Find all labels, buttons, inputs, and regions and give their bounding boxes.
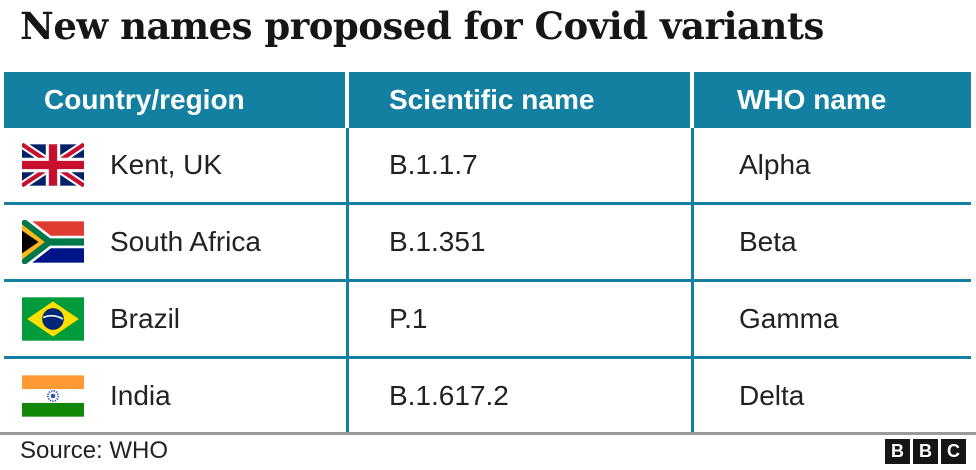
south-africa-flag-icon (22, 220, 84, 264)
header-who-name: WHO name (694, 72, 971, 128)
bbc-logo-block: C (941, 438, 966, 464)
who-name-cell: Gamma (739, 303, 839, 334)
brazil-flag-icon (22, 297, 84, 341)
column-divider (346, 128, 349, 433)
country-label: India (110, 380, 171, 411)
column-divider (691, 128, 694, 433)
page-title: New names proposed for Covid variants (20, 4, 824, 48)
header-country-region: Country/region (4, 72, 345, 128)
scientific-name-cell: B.1.1.7 (389, 149, 478, 180)
scientific-name-cell: B.1.617.2 (389, 380, 509, 411)
who-name-cell: Delta (739, 380, 805, 411)
bottom-rule (0, 432, 976, 435)
who-name-cell: Alpha (739, 149, 811, 180)
table-header-row: Country/region Scientific name WHO name (4, 72, 971, 128)
country-cell: Brazil (4, 282, 349, 356)
bbc-logo-block: B (913, 438, 938, 464)
country-cell: Kent, UK (4, 128, 349, 202)
country-label: Brazil (110, 303, 181, 334)
table-row: Brazil P.1 Gamma (4, 282, 971, 359)
who-name-cell: Beta (739, 226, 797, 257)
country-cell: India (4, 359, 349, 433)
header-scientific-name: Scientific name (349, 72, 690, 128)
table-row: India B.1.617.2 Delta (4, 359, 971, 433)
india-flag-icon (22, 374, 84, 418)
table-row: Kent, UK B.1.1.7 Alpha (4, 128, 971, 205)
scientific-name-cell: B.1.351 (389, 226, 486, 257)
variants-table: Country/region Scientific name WHO name … (4, 72, 971, 433)
country-label: Kent, UK (110, 149, 223, 180)
source-note: Source: WHO (20, 437, 169, 464)
country-label: South Africa (110, 226, 261, 257)
uk-flag-icon (22, 143, 84, 187)
country-cell: South Africa (4, 205, 349, 279)
bbc-logo: B B C (885, 438, 966, 464)
bbc-logo-block: B (885, 438, 910, 464)
table-row: South Africa B.1.351 Beta (4, 205, 971, 282)
footer: Source: WHO B B C (20, 436, 966, 466)
scientific-name-cell: P.1 (389, 303, 428, 334)
